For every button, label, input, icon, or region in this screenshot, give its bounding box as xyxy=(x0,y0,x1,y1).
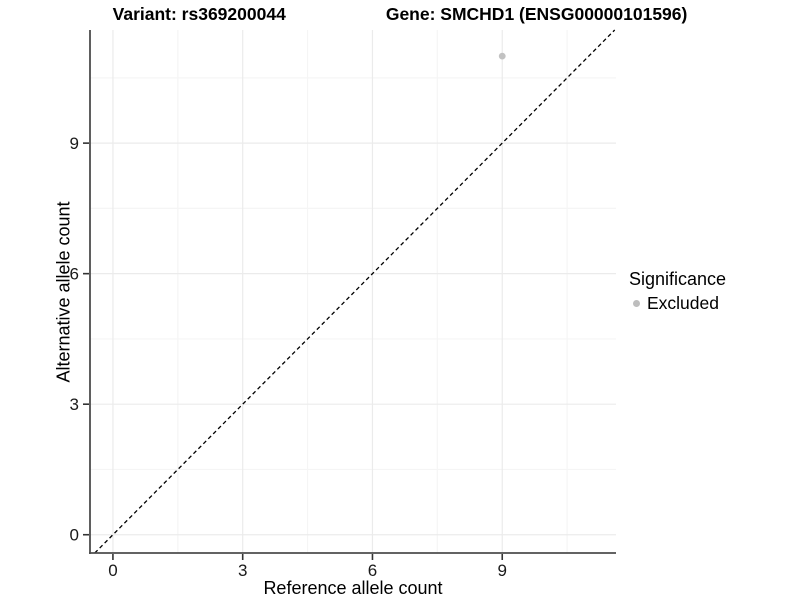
x-tick-label: 6 xyxy=(368,561,377,580)
plot-title-gene: Gene: SMCHD1 (ENSG00000101596) xyxy=(385,4,688,24)
legend-item-excluded: Excluded xyxy=(629,293,726,314)
x-tick-label: 0 xyxy=(108,561,117,580)
legend: Significance Excluded xyxy=(629,269,726,314)
x-axis-title: Reference allele count xyxy=(263,578,443,598)
data-point xyxy=(498,52,506,60)
y-tick-label: 0 xyxy=(70,526,79,545)
plot-title: Variant: rs369200044 Gene: SMCHD1 (ENSG0… xyxy=(0,4,800,25)
x-tick-label: 3 xyxy=(238,561,247,580)
y-tick-label: 6 xyxy=(70,265,79,284)
legend-title: Significance xyxy=(629,269,727,289)
y-tick-label: 3 xyxy=(70,395,79,414)
legend-item-label: Excluded xyxy=(647,293,719,313)
plot-title-variant: Variant: rs369200044 xyxy=(112,4,286,24)
legend-key-dot-icon xyxy=(633,300,640,307)
y-tick-label: 9 xyxy=(70,134,79,153)
identity-line xyxy=(94,29,616,554)
x-tick-label: 9 xyxy=(498,561,507,580)
y-axis-title: Alternative allele count xyxy=(53,201,74,383)
